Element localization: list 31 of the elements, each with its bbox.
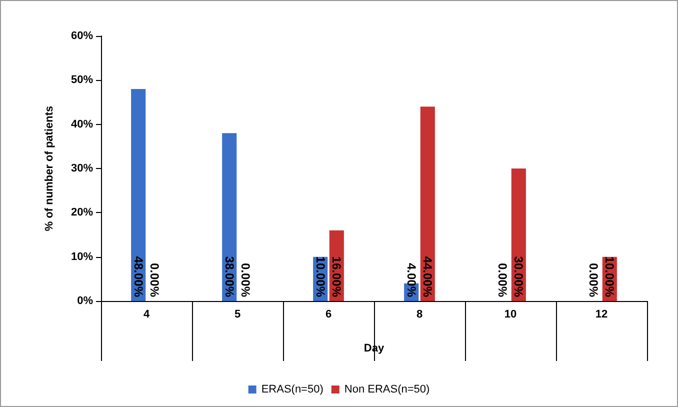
y-tick-label: 20% [70, 206, 94, 219]
y-tick-label: 0% [77, 295, 94, 307]
data-label: 0.00% [238, 262, 253, 298]
data-label: 0.00% [148, 262, 162, 298]
data-label: 44.00% [420, 256, 435, 298]
bar [222, 133, 237, 301]
x-tick-label: 8 [416, 308, 423, 320]
data-label: 30.00% [512, 256, 526, 298]
x-tick-label: 4 [143, 308, 150, 320]
y-tick-label: 50% [70, 74, 94, 86]
legend-label: Non ERAS(n=50) [344, 384, 430, 396]
data-label: 0.00% [495, 262, 510, 298]
data-label: 48.00% [131, 256, 146, 298]
legend-label: ERAS(n=50) [261, 384, 324, 396]
y-tick-label: 40% [70, 118, 94, 130]
y-tick-label: 10% [70, 250, 94, 263]
data-label: 10.00% [313, 256, 328, 298]
bar [420, 106, 435, 301]
x-tick-label: 12 [595, 308, 608, 320]
y-axis-title: % of number of patients [44, 106, 56, 232]
data-label: 4.00% [404, 262, 418, 298]
x-tick-label: 10 [504, 308, 517, 320]
y-tick-label: 30% [70, 162, 94, 174]
data-label: 10.00% [602, 256, 617, 298]
data-label: 16.00% [330, 256, 344, 298]
x-tick-label: 6 [325, 308, 332, 320]
x-tick-label: 5 [234, 308, 241, 320]
bar [131, 89, 146, 301]
data-label: 38.00% [222, 256, 236, 298]
y-tick-label: 60% [70, 30, 94, 42]
data-label: 0.00% [586, 262, 600, 298]
